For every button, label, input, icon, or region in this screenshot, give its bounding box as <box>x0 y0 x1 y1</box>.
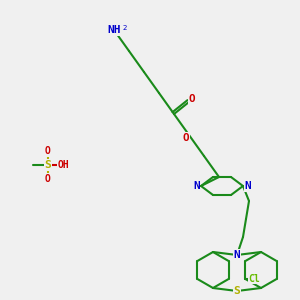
Text: S: S <box>45 160 51 170</box>
Text: O: O <box>183 133 189 143</box>
Text: Cl: Cl <box>248 274 260 284</box>
Text: N: N <box>244 181 251 191</box>
Text: NH: NH <box>107 25 121 35</box>
Text: O: O <box>189 94 195 104</box>
Text: O: O <box>45 146 51 157</box>
Text: N: N <box>193 181 200 191</box>
Text: 2: 2 <box>122 26 127 32</box>
Text: OH: OH <box>57 160 69 170</box>
Text: S: S <box>234 286 240 296</box>
Text: N: N <box>234 250 240 260</box>
Text: O: O <box>45 173 51 184</box>
